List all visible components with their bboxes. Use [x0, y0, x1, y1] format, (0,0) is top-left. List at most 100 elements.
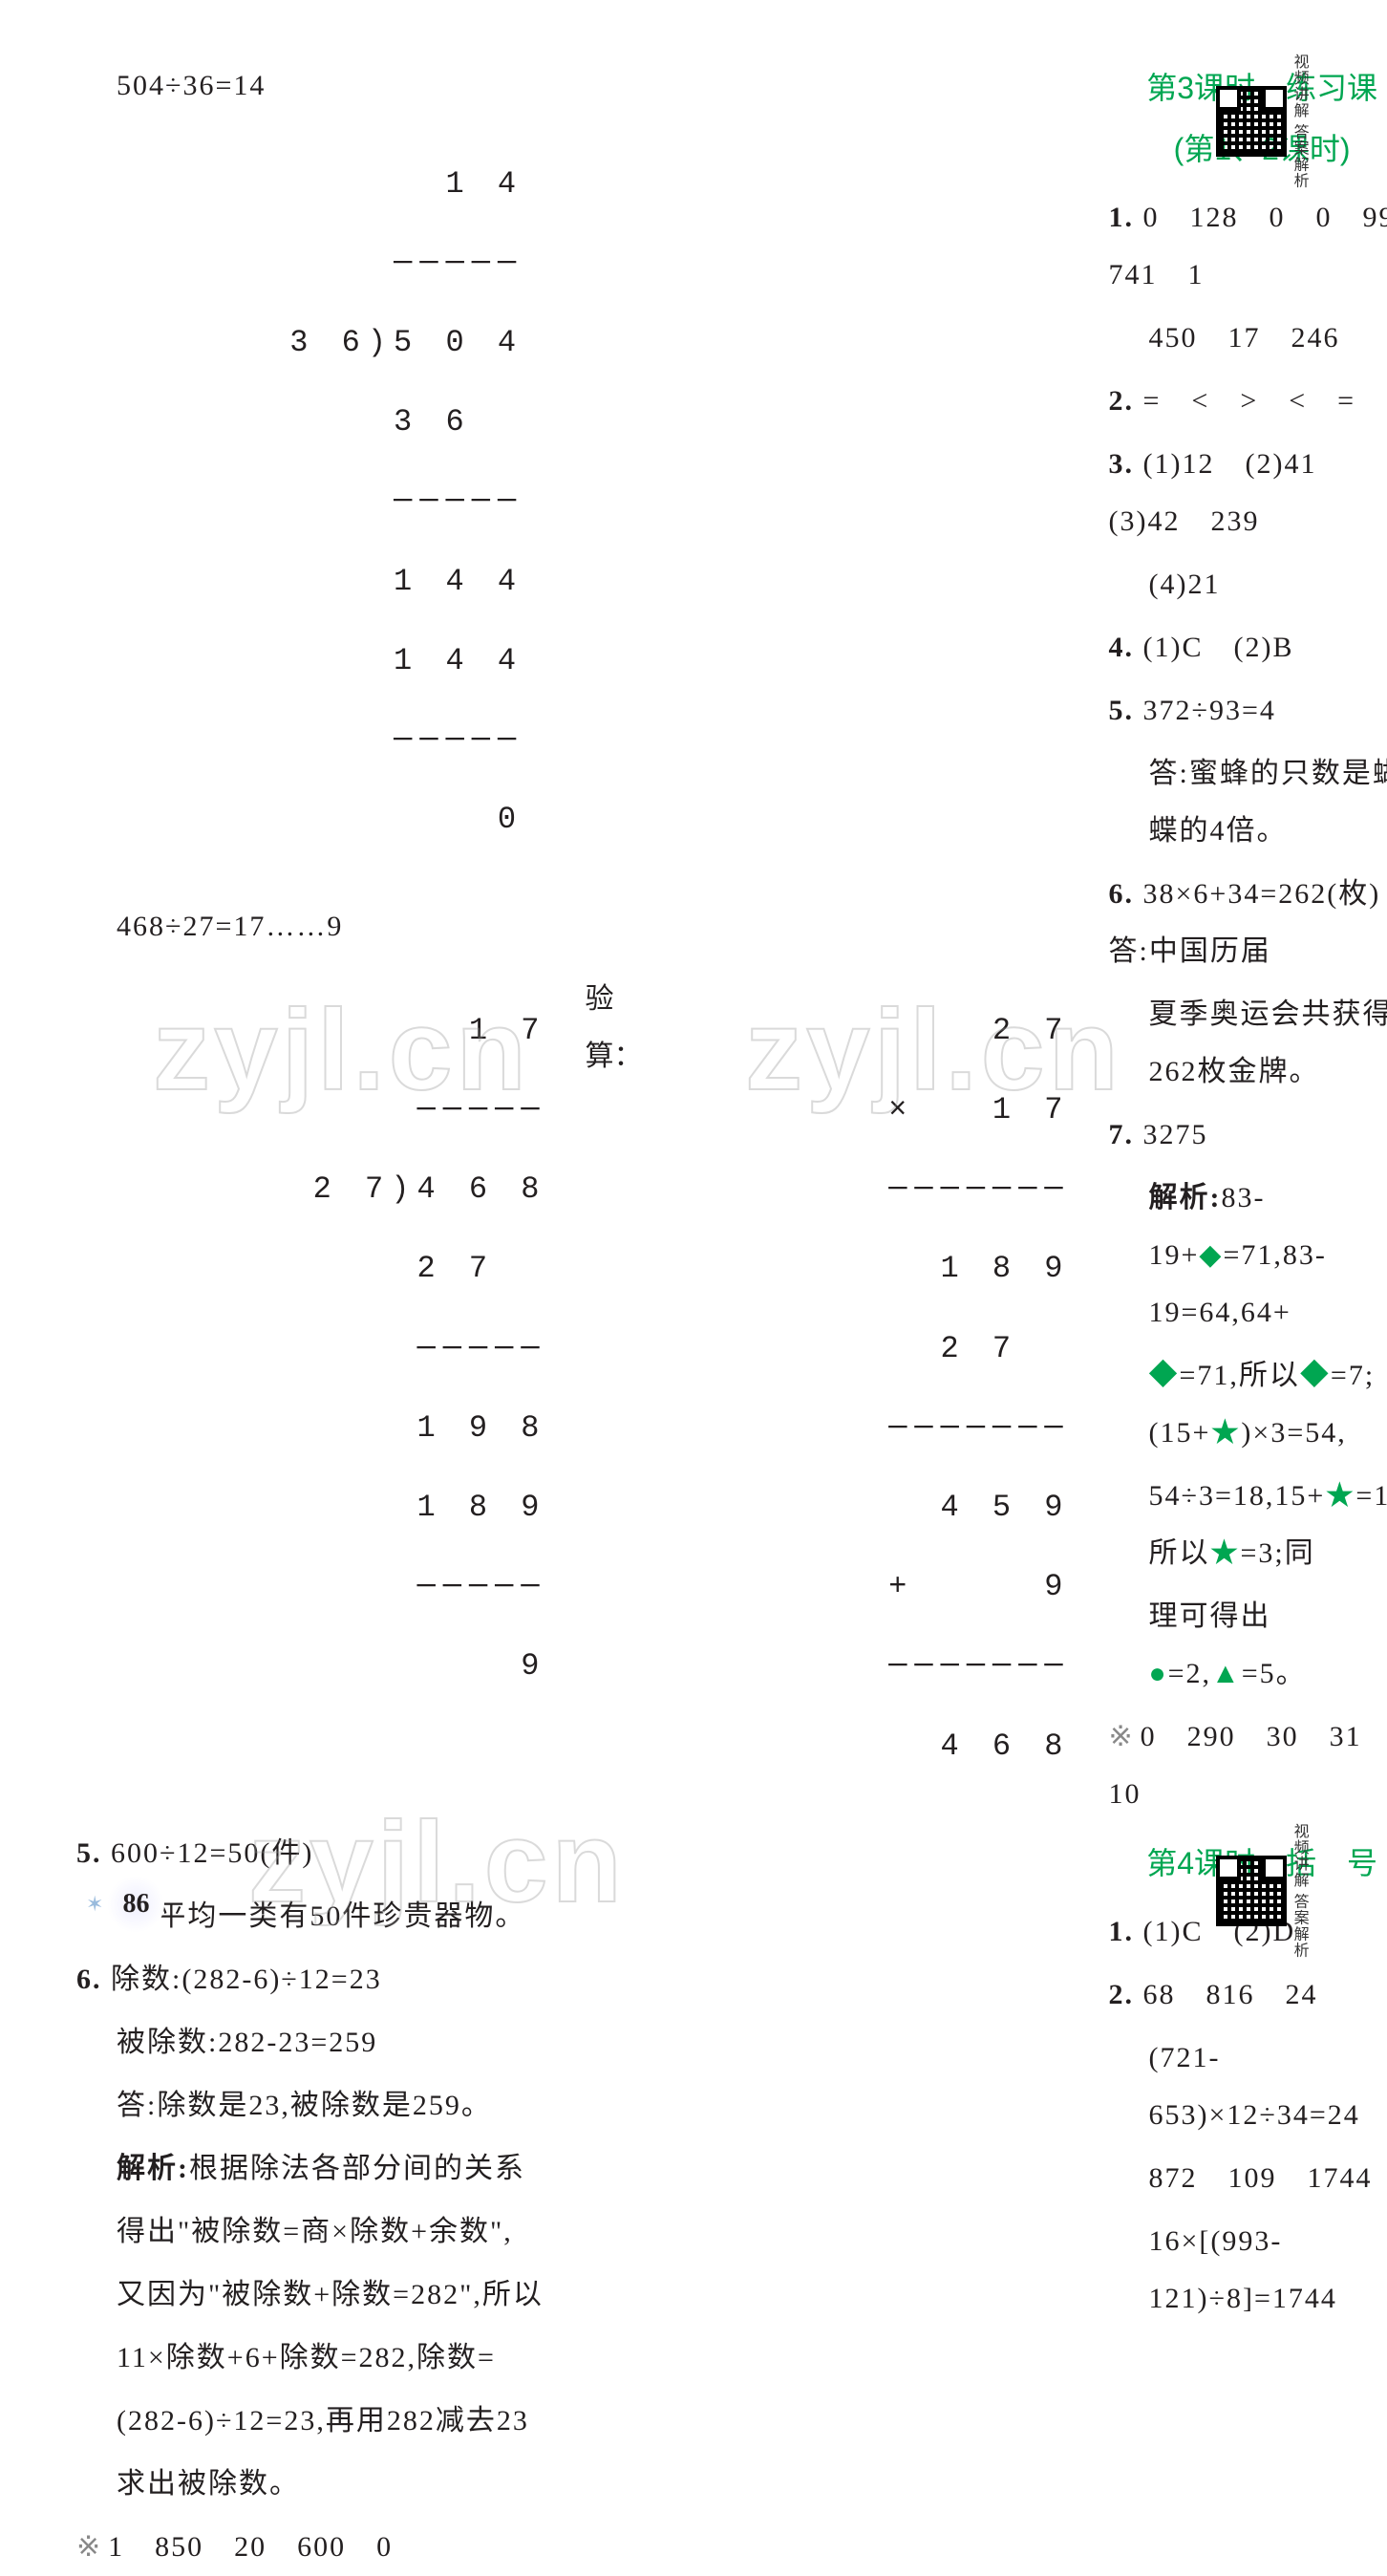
qr-block-2: 视频讲解 答案解析 — [1216, 1823, 1387, 1958]
q6-a1: 根据除法各部分间的关系 — [189, 2153, 525, 2184]
r-q7-num: 7. — [1109, 1119, 1135, 1150]
star-icon: ★ — [1210, 1417, 1241, 1449]
long-division-1: 1 4 ───── 3 6)5 0 4 3 6 ───── 1 4 4 1 4 … — [134, 124, 1071, 879]
ld2-l7: ───── — [313, 1569, 547, 1604]
q6-l2: 被除数:282-23=259 — [76, 2014, 1071, 2072]
s4-q2-l2: (721-653)×12÷34=24 — [1109, 2029, 1387, 2144]
circle-icon: ● — [1149, 1658, 1168, 1689]
right-column: 第3课时 练习课 (第1、2课时) 视频讲解 答案解析 1. 0 128 0 0… — [1109, 57, 1387, 1923]
ld2-l4: ───── — [313, 1331, 547, 1366]
q6-a3: 又因为"被除数+除数=282",所以 — [76, 2266, 1071, 2324]
r-q7-a4c: =5。 — [1242, 1658, 1307, 1689]
r-q3-l1: (1)12 (2)41 (3)42 239 — [1109, 448, 1348, 537]
q5-answer: 答:平均一类有50件珍贵器物。 — [76, 1888, 1071, 1945]
verify-multiplication: 2 7 × 1 7 ─────── 1 8 9 2 7 ─────── 4 5 … — [680, 971, 1070, 1805]
page-number: 86 — [107, 1876, 164, 1933]
ld1-l4: ───── — [289, 483, 523, 519]
ld1-l1: ───── — [289, 246, 523, 281]
r-q1-l1: 0 128 0 0 990 741 1 — [1109, 202, 1387, 290]
right-bonus: ※0 290 30 31 10 — [1109, 1708, 1387, 1823]
r-q2-vals: = < > < = > — [1143, 385, 1387, 417]
q6-a5: (282-6)÷12=23,再用282减去23 — [76, 2393, 1071, 2450]
ld2-l2: 2 7)4 6 8 — [313, 1171, 547, 1207]
ld2-l6: 1 8 9 — [313, 1490, 547, 1525]
r-analysis-label: 解析: — [1149, 1182, 1222, 1213]
r-q7-a2a: =71,所以 — [1180, 1360, 1300, 1391]
right-bonus-vals: 0 290 30 31 10 — [1109, 1721, 1387, 1810]
vm-l8: ─────── — [888, 1648, 1070, 1684]
page-number-wrap: ✶ 86 — [86, 1876, 164, 1933]
r-q7-a4a: 理可得出 — [1149, 1600, 1271, 1632]
long-division-2-row: 1 7 ───── 2 7)4 6 8 2 7 ───── 1 9 8 1 8 … — [76, 961, 1071, 1824]
section-3-header: 第3课时 练习课 (第1、2课时) 视频讲解 答案解析 — [1109, 57, 1387, 180]
s4-q2-l1: 68 816 24 — [1143, 1979, 1318, 2010]
s4-q2: 2. 68 816 24 — [1109, 1966, 1387, 2024]
qr-label-2: 视频讲解 答案解析 — [1291, 1823, 1308, 1958]
s4-q2-l3: 872 109 1744 — [1109, 2150, 1387, 2207]
ld1-l7: ───── — [289, 722, 523, 758]
r-q1-l2: 450 17 246 — [1109, 310, 1387, 367]
r-q7-a4: 理可得出 ●=2,▲=5。 — [1109, 1588, 1387, 1703]
q6-a6: 求出被除数。 — [76, 2456, 1071, 2513]
left-column: 504÷36=14 1 4 ───── 3 6)5 0 4 3 6 ───── … — [76, 57, 1071, 1923]
r-q6-l2: 夏季奥运会共获得262枚金牌。 — [1109, 986, 1387, 1101]
ld1-l8: 0 — [289, 802, 523, 837]
ld1-l5: 1 4 4 — [289, 564, 523, 599]
r-q4-vals: (1)C (2)B — [1143, 632, 1294, 663]
r-q5-num: 5. — [1109, 695, 1135, 726]
left-bonus: ※1 850 20 600 0 — [76, 2519, 1071, 2576]
r-q1: 1. 0 128 0 0 990 741 1 — [1109, 189, 1387, 304]
q6-a4: 11×除数+6+除数=282,除数= — [76, 2329, 1071, 2387]
r-q5-eq: 372÷93=4 — [1143, 695, 1276, 726]
diamond-icon: ◆ — [1300, 1360, 1331, 1391]
star-icon: ★ — [1325, 1480, 1355, 1512]
triangle-icon: ▲ — [1211, 1658, 1242, 1689]
ld1-l6: 1 4 4 — [289, 643, 523, 678]
vm-l9: 4 6 8 — [888, 1728, 1070, 1764]
ld1-l2: 3 6)5 0 4 — [289, 325, 523, 360]
q6: 6. 除数:(282-6)÷12=23 — [76, 1951, 1071, 2008]
r-q6-num: 6. — [1109, 878, 1135, 910]
star-icon: ★ — [1210, 1537, 1241, 1569]
analysis-label: 解析: — [117, 2153, 189, 2184]
r-q3-num: 3. — [1109, 448, 1135, 480]
r-q2-num: 2. — [1109, 385, 1135, 417]
diamond-icon: ◆ — [1149, 1360, 1180, 1391]
vm-l6: 4 5 9 — [888, 1490, 1070, 1525]
r-q4-num: 4. — [1109, 632, 1135, 663]
r-q1-num: 1. — [1109, 202, 1135, 233]
ld2-l8: 9 — [313, 1648, 547, 1684]
section-4-header: 第4课时 括 号 视频讲解 答案解析 — [1109, 1833, 1387, 1894]
ld1-l0: 1 4 — [289, 166, 523, 202]
vm-l0: 2 7 — [888, 1013, 1070, 1048]
r-q6-l1: 38×6+34=262(枚) 答:中国历届 — [1109, 878, 1387, 967]
ld2-l0: 1 7 — [313, 1013, 547, 1048]
equation-2: 468÷27=17……9 — [76, 898, 1071, 955]
vm-l1: × 1 7 — [888, 1092, 1070, 1127]
r-q7-a4b: =2, — [1168, 1658, 1211, 1689]
q6-num: 6. — [76, 1964, 102, 1995]
qr-code-icon[interactable] — [1216, 86, 1287, 157]
diamond-icon: ◆ — [1199, 1239, 1223, 1271]
verify-label: 验算： — [585, 971, 642, 1085]
q5-num: 5. — [76, 1837, 102, 1869]
qr-label-1: 视频讲解 答案解析 — [1291, 54, 1308, 188]
page: 504÷36=14 1 4 ───── 3 6)5 0 4 3 6 ───── … — [0, 0, 1387, 1962]
qr-code-icon[interactable] — [1216, 1856, 1287, 1926]
r-q7-a2c: )×3=54, — [1241, 1417, 1346, 1449]
qr-block-1: 视频讲解 答案解析 — [1216, 54, 1387, 188]
r-q7-val: 3275 — [1143, 1119, 1208, 1150]
q6-l3: 答:除数是23,被除数是259。 — [76, 2077, 1071, 2135]
q5: 5. 600÷12=50(件) — [76, 1825, 1071, 1882]
r-q7-a1: 解析:83-19+◆=71,83-19=64,64+ — [1109, 1170, 1387, 1342]
r-q7-a2: ◆=71,所以◆=7;(15+★)×3=54, — [1109, 1347, 1387, 1462]
s4-q2-l4: 16×[(993-121)÷8]=1744 — [1109, 2213, 1387, 2328]
left-bonus-vals: 1 850 20 600 0 — [108, 2531, 393, 2563]
ld2-l3: 2 7 — [313, 1251, 495, 1286]
ld1-l3: 3 6 — [289, 404, 471, 440]
q6-l1: 除数:(282-6)÷12=23 — [111, 1964, 382, 1995]
r-q3-l2: (4)21 — [1109, 556, 1387, 613]
s4-q2-num: 2. — [1109, 1979, 1135, 2010]
r-q7-a3a: 54÷3=18,15+ — [1149, 1480, 1326, 1512]
vm-l3: 1 8 9 — [888, 1251, 1070, 1286]
